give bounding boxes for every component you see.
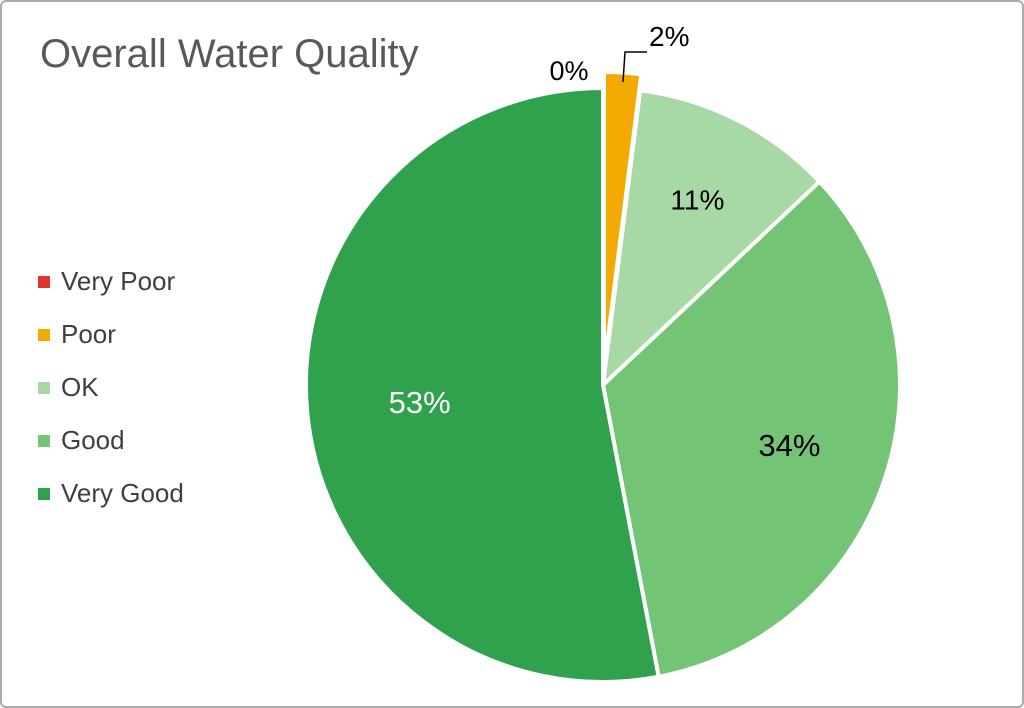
legend-swatch-ok xyxy=(38,381,50,394)
legend-label: Very Good xyxy=(61,478,184,508)
pie-slice-good xyxy=(601,179,902,679)
pie-label-very-good: 53% xyxy=(389,385,451,420)
legend-item-good: Good xyxy=(38,425,184,456)
legend-label: Poor xyxy=(61,319,116,349)
callout-leader-line-poor xyxy=(622,51,647,83)
legend-label: Good xyxy=(61,425,125,455)
pie-label-ok: 11% xyxy=(670,184,724,215)
legend-swatch-good xyxy=(38,434,50,447)
chart-title: Overall Water Quality xyxy=(40,32,419,76)
pie-label-poor: 2% xyxy=(649,21,689,52)
legend-label: Very Poor xyxy=(61,266,176,296)
legend: Very Poor Poor OK Good Very Good xyxy=(38,266,184,509)
legend-item-ok: OK xyxy=(38,372,184,403)
legend-swatch-very-poor xyxy=(38,275,50,288)
pie-label-good: 34% xyxy=(758,428,820,463)
pie-label-very-poor: 0% xyxy=(549,56,588,86)
legend-label: OK xyxy=(61,372,99,402)
legend-item-very-good: Very Good xyxy=(38,478,184,509)
legend-swatch-very-good xyxy=(38,487,50,500)
pie-slice-ok xyxy=(601,88,822,387)
legend-item-very-poor: Very Poor xyxy=(38,266,184,297)
legend-swatch-poor xyxy=(38,328,50,341)
legend-item-poor: Poor xyxy=(38,319,184,350)
pie-slice-very-good xyxy=(304,86,661,684)
